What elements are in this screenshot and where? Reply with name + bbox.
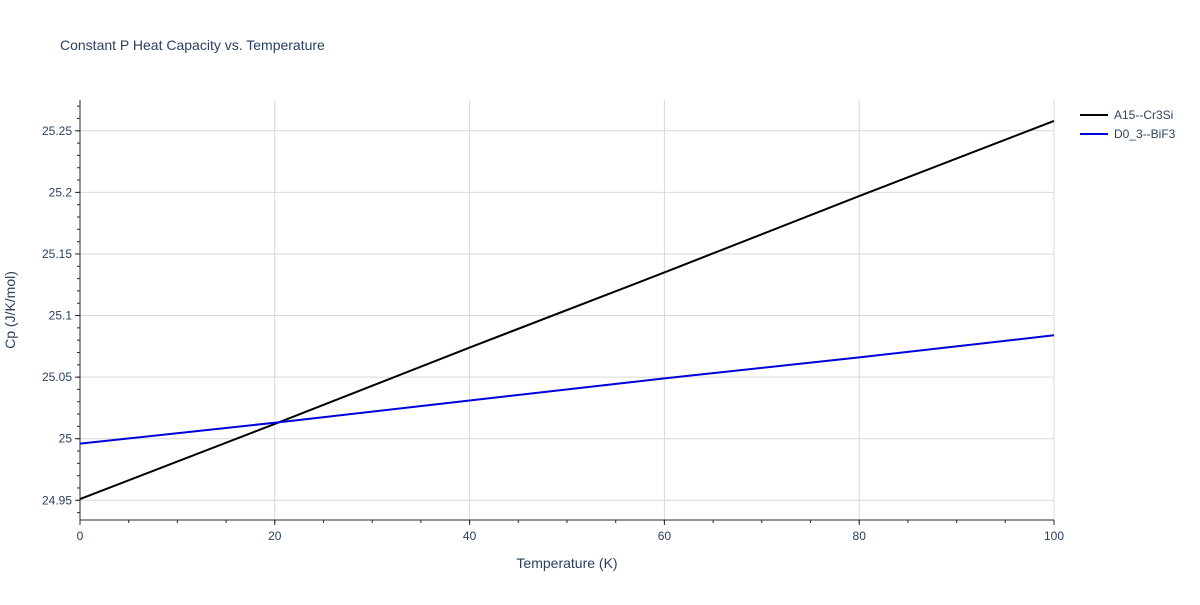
y-tick-label: 25.2: [49, 185, 73, 199]
legend-label-1: A15--Cr3Si: [1114, 108, 1173, 122]
series-layer: [79, 120, 1055, 500]
y-tick-label: 25.05: [42, 370, 72, 384]
x-tick-label: 0: [77, 529, 84, 543]
y-axis-title: Cp (J/K/mol): [2, 271, 18, 349]
grid-layer: [80, 100, 1055, 520]
y-tick-label: 25: [59, 432, 73, 446]
x-tick-label: 100: [1044, 529, 1064, 543]
y-tick-label: 24.95: [42, 493, 72, 507]
axes-layer: 24.95 25 25.05 25.1 25.15 25.2 25.25 0 20 40 60 80 1…: [42, 100, 1064, 543]
x-tick-label: 80: [853, 529, 867, 543]
x-tick-label: 20: [268, 529, 282, 543]
x-tick-label: 60: [658, 529, 672, 543]
legend: A15--Cr3Si D0_3--BiF3: [1080, 108, 1176, 141]
series-line-2: [79, 334, 1055, 445]
series-line-1: [79, 120, 1055, 500]
y-tick-label: 25.1: [49, 309, 73, 323]
y-tick-label: 25.25: [42, 124, 72, 138]
x-tick-label: 40: [463, 529, 477, 543]
x-axis-title: Temperature (K): [516, 555, 617, 571]
chart-title: Constant P Heat Capacity vs. Temperature: [60, 37, 325, 53]
legend-label-2: D0_3--BiF3: [1114, 127, 1176, 141]
y-tick-label: 25.15: [42, 247, 72, 261]
